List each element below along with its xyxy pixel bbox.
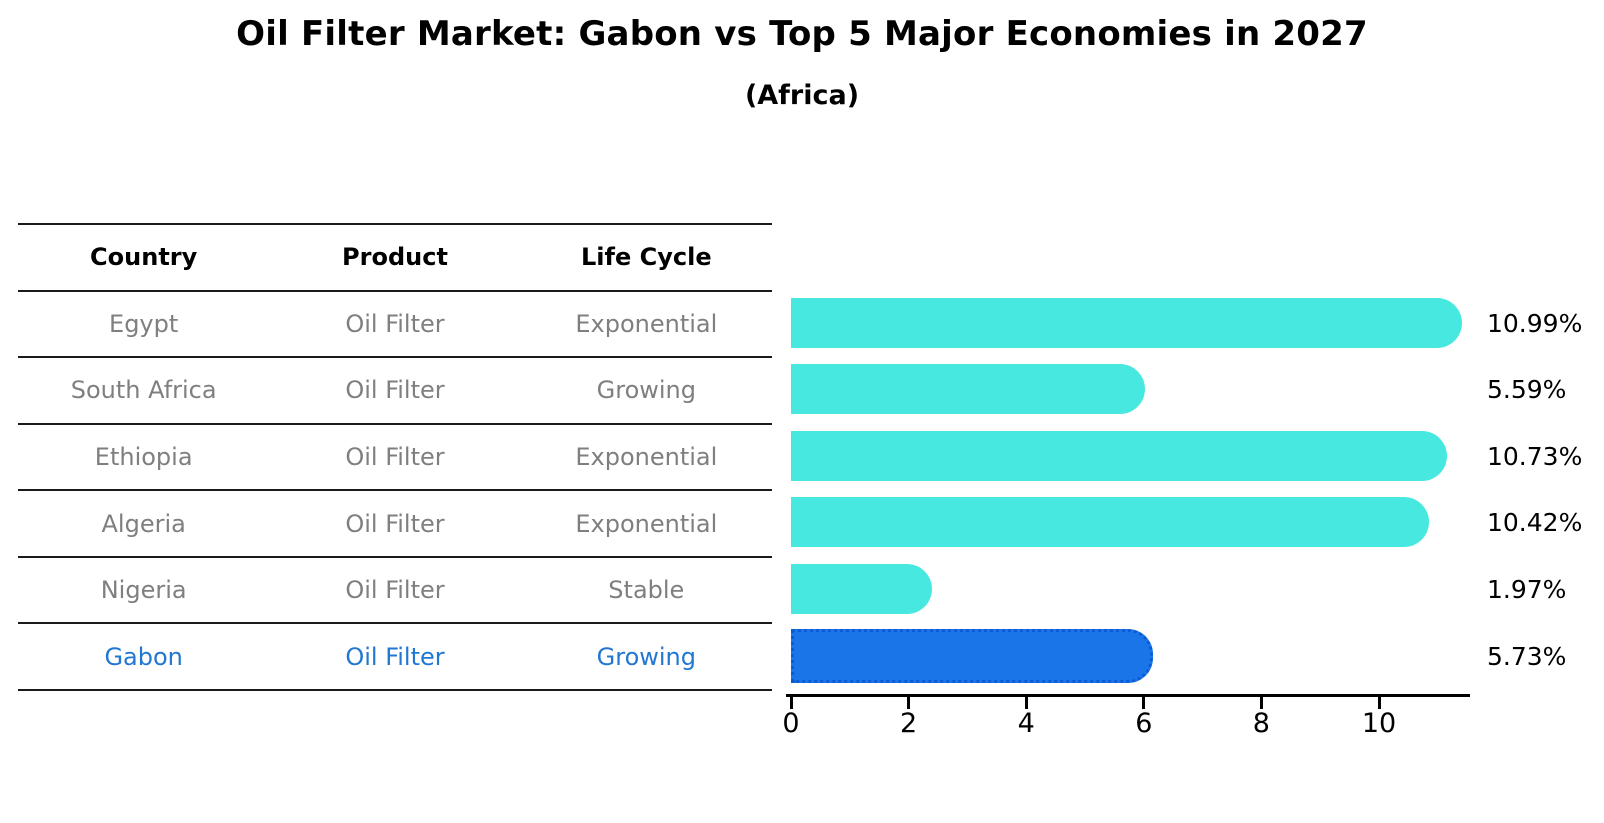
bar-value-label: 10.42% (1487, 508, 1583, 538)
table-row: Nigeria Oil Filter Stable (18, 555, 772, 623)
bar (791, 430, 1447, 481)
x-axis-tick (1024, 697, 1028, 709)
table-header-product: Product (342, 243, 448, 272)
table-cell-country: Ethiopia (94, 443, 193, 472)
table-cell-country: Nigeria (100, 576, 187, 605)
x-axis-tick-label: 2 (900, 708, 918, 739)
table-row: Algeria Oil Filter Exponential (18, 489, 772, 556)
table-row: South Africa Oil Filter Growing (18, 356, 772, 423)
x-axis-line (786, 694, 1470, 697)
table-cell-lifecycle: Growing (596, 376, 696, 405)
x-axis-tick (1142, 697, 1146, 709)
x-axis-tick-label: 8 (1252, 708, 1270, 739)
table-header-lifecycle: Life Cycle (581, 243, 712, 272)
table-cell-country: Algeria (101, 509, 186, 538)
table-row: Ethiopia Oil Filter Exponential (18, 422, 772, 490)
table-cell-lifecycle: Exponential (575, 509, 718, 538)
bar-value-label: 10.73% (1487, 441, 1583, 471)
chart-title: Oil Filter Market: Gabon vs Top 5 Major … (236, 14, 1368, 54)
table-header-row: Country Product Life Cycle (18, 223, 772, 290)
x-axis-tick-label: 6 (1135, 708, 1153, 739)
table-cell-country: Egypt (109, 309, 179, 338)
table-cell-country: Gabon (104, 642, 183, 671)
table-cell-lifecycle: Exponential (575, 443, 718, 472)
bar (791, 297, 1463, 348)
x-axis-tick (1377, 697, 1381, 709)
table-cell-product: Oil Filter (345, 509, 445, 538)
bar-value-label: 1.97% (1487, 575, 1567, 604)
country-table: Country Product Life Cycle Egypt Oil Filt… (18, 223, 772, 691)
x-axis-tick-label: 0 (782, 708, 800, 739)
bar-value-label: 10.99% (1487, 308, 1583, 338)
table-cell-product: Oil Filter (345, 309, 445, 338)
table-cell-product: Oil Filter (345, 443, 445, 472)
bar-value-label: 5.73% (1487, 641, 1567, 671)
table-cell-lifecycle: Exponential (575, 309, 718, 338)
bar-value-label: 5.59% (1487, 375, 1567, 405)
bar-highlight (791, 628, 1153, 683)
chart-subtitle: (Africa) (744, 80, 860, 111)
table-cell-product: Oil Filter (345, 642, 445, 671)
table-header-country: Country (90, 243, 198, 272)
bar (791, 364, 1145, 415)
bar (791, 497, 1429, 548)
table-row: Gabon Oil Filter Growing (18, 622, 772, 689)
x-axis-tick (1259, 697, 1263, 709)
x-axis-tick-label: 4 (1017, 708, 1035, 739)
table-cell-product: Oil Filter (345, 376, 445, 405)
table-cell-product: Oil Filter (345, 576, 445, 605)
bar (791, 564, 932, 614)
table-row: Egypt Oil Filter Exponential (18, 289, 772, 357)
x-axis-tick (789, 697, 793, 709)
x-axis-tick (907, 697, 911, 709)
table-cell-lifecycle: Stable (608, 576, 685, 605)
table-cell-country: South Africa (70, 376, 217, 405)
table-cell-lifecycle: Growing (596, 642, 696, 671)
x-axis-tick-label: 10 (1361, 708, 1397, 739)
